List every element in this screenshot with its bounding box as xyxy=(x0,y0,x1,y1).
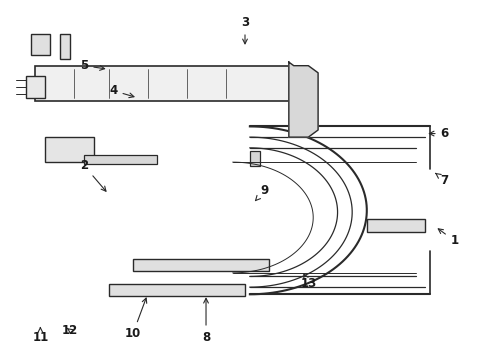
Text: 7: 7 xyxy=(436,173,449,186)
Text: 11: 11 xyxy=(32,328,49,344)
FancyBboxPatch shape xyxy=(45,137,94,162)
FancyBboxPatch shape xyxy=(35,66,289,102)
FancyBboxPatch shape xyxy=(250,152,260,166)
Text: 6: 6 xyxy=(429,127,449,140)
Text: 8: 8 xyxy=(202,298,210,344)
Text: 10: 10 xyxy=(125,298,147,340)
Text: 1: 1 xyxy=(438,229,459,247)
FancyBboxPatch shape xyxy=(84,155,157,164)
Text: 5: 5 xyxy=(80,59,104,72)
Text: 13: 13 xyxy=(300,274,317,290)
FancyBboxPatch shape xyxy=(109,284,245,296)
Text: 3: 3 xyxy=(241,16,249,44)
Text: 2: 2 xyxy=(80,159,106,191)
FancyBboxPatch shape xyxy=(60,33,70,59)
Text: 9: 9 xyxy=(255,184,269,201)
FancyBboxPatch shape xyxy=(26,76,45,98)
FancyBboxPatch shape xyxy=(30,33,50,55)
FancyBboxPatch shape xyxy=(367,219,425,232)
Text: 12: 12 xyxy=(61,324,78,337)
Polygon shape xyxy=(289,62,318,137)
FancyBboxPatch shape xyxy=(133,258,270,271)
Text: 4: 4 xyxy=(109,84,134,98)
